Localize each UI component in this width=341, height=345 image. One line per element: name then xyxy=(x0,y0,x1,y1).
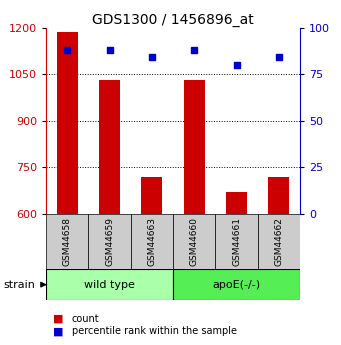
Bar xyxy=(173,214,216,269)
Text: GSM44662: GSM44662 xyxy=(275,217,283,266)
Bar xyxy=(88,214,131,269)
Point xyxy=(234,62,239,68)
Text: count: count xyxy=(72,314,99,324)
Text: ■: ■ xyxy=(53,326,63,336)
Text: wild type: wild type xyxy=(84,280,135,289)
Text: percentile rank within the sample: percentile rank within the sample xyxy=(72,326,237,336)
Bar xyxy=(226,192,247,214)
Point xyxy=(276,55,282,60)
Bar xyxy=(46,214,88,269)
Bar xyxy=(184,80,205,214)
Text: apoE(-/-): apoE(-/-) xyxy=(212,280,261,289)
Bar xyxy=(46,269,173,300)
Text: GSM44659: GSM44659 xyxy=(105,217,114,266)
Title: GDS1300 / 1456896_at: GDS1300 / 1456896_at xyxy=(92,12,254,27)
Point xyxy=(64,47,70,53)
Text: GSM44658: GSM44658 xyxy=(63,217,72,266)
Text: ■: ■ xyxy=(53,314,63,324)
Point xyxy=(192,47,197,53)
Bar xyxy=(268,177,290,214)
Bar xyxy=(173,269,300,300)
Text: GSM44661: GSM44661 xyxy=(232,217,241,266)
Point xyxy=(107,47,112,53)
Bar xyxy=(216,214,258,269)
Bar xyxy=(258,214,300,269)
Point xyxy=(149,55,154,60)
Text: GSM44663: GSM44663 xyxy=(147,217,157,266)
Text: GSM44660: GSM44660 xyxy=(190,217,199,266)
Bar xyxy=(57,32,78,214)
Bar xyxy=(99,80,120,214)
Bar xyxy=(131,214,173,269)
Bar xyxy=(141,177,162,214)
Text: strain: strain xyxy=(3,280,35,289)
